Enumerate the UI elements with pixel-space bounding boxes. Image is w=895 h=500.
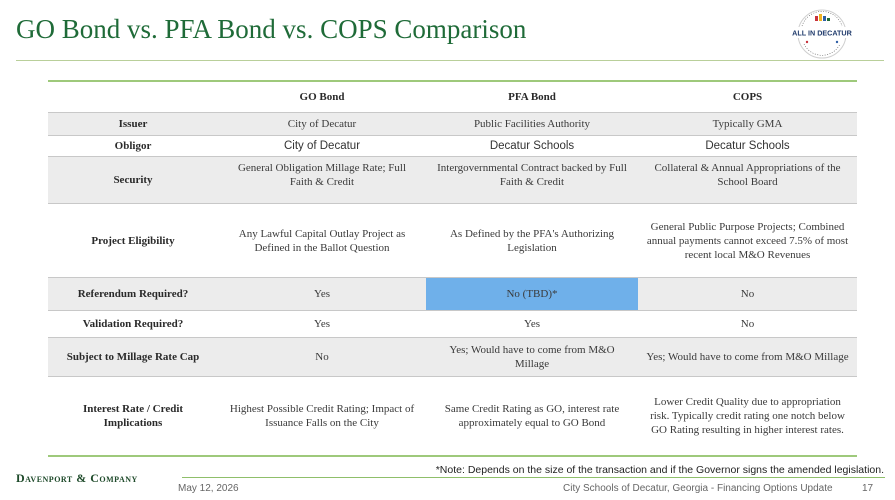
table-cell: Collateral & Annual Appropriations of th…: [654, 162, 841, 188]
table-cell: Any Lawful Capital Outlay Project as Def…: [238, 227, 406, 254]
table-row: Validation Required? Yes Yes No: [48, 311, 857, 338]
table-row: Subject to Millage Rate Cap No Yes; Woul…: [48, 338, 857, 377]
highlighted-cell: No (TBD)*: [426, 278, 638, 310]
column-header: [48, 82, 218, 112]
all-in-decatur-logo: ALL IN DECATUR: [784, 4, 860, 64]
row-label: Referendum Required?: [77, 288, 189, 300]
column-header: PFA Bond: [508, 91, 556, 103]
table-cell: City of Decatur: [287, 118, 357, 130]
table-cell: No: [740, 318, 755, 330]
table-cell: Yes: [313, 318, 330, 330]
table-cell: No: [740, 288, 755, 300]
row-label: Interest Rate / Credit Implications: [82, 403, 184, 429]
table-cell: Lower Credit Quality due to appropriatio…: [650, 396, 845, 436]
row-label: Validation Required?: [82, 318, 184, 330]
table-cell: Yes; Would have to come from M&O Millage: [449, 344, 615, 370]
table-row: Obligor City of Decatur Decatur Schools …: [48, 136, 857, 157]
table-cell: Decatur Schools: [489, 140, 575, 152]
footer-divider: [182, 477, 885, 478]
comparison-table: GO Bond PFA Bond COPS Issuer City of Dec…: [48, 80, 857, 457]
table-cell: Decatur Schools: [705, 140, 790, 152]
table-cell: General Public Purpose Projects; Combine…: [646, 220, 849, 261]
table-row: Security General Obligation Millage Rate…: [48, 157, 857, 204]
table-cell: Intergovernmental Contract backed by Ful…: [437, 162, 627, 188]
page-title: GO Bond vs. PFA Bond vs. COPS Comparison: [16, 14, 527, 44]
table-header-row: GO Bond PFA Bond COPS: [48, 82, 857, 113]
table-cell: Yes: [313, 288, 330, 300]
page-number: 17: [862, 483, 874, 494]
table-cell: Public Facilities Authority: [473, 118, 591, 130]
logo-text: ALL IN DECATUR: [792, 29, 852, 38]
footnote: *Note: Depends on the size of the transa…: [435, 464, 884, 476]
footer-date: May 12, 2026: [178, 483, 239, 494]
row-label: Security: [113, 174, 153, 186]
footer-subtitle: City Schools of Decatur, Georgia - Finan…: [563, 483, 833, 494]
table-cell: General Obligation Millage Rate; Full Fa…: [237, 162, 407, 188]
table-cell: City of Decatur: [283, 140, 361, 152]
brand-logo: Davenport & Company: [16, 471, 138, 485]
column-header: GO Bond: [299, 91, 345, 103]
row-label: Subject to Millage Rate Cap: [66, 351, 200, 363]
table-cell: Same Credit Rating as GO, interest rate …: [444, 403, 620, 429]
column-header: COPS: [732, 91, 763, 103]
row-label: Project Eligibility: [91, 234, 175, 247]
title-divider: [16, 60, 884, 61]
table-cell: Yes: [523, 318, 540, 330]
row-label: Issuer: [118, 118, 148, 130]
table-row: Project Eligibility Any Lawful Capital O…: [48, 204, 857, 278]
table-cell: Yes; Would have to come from M&O Millage: [646, 351, 849, 363]
table-cell: No: [315, 351, 329, 363]
table-cell: Highest Possible Credit Rating; Impact o…: [229, 403, 415, 429]
table-row: Issuer City of Decatur Public Facilities…: [48, 113, 857, 136]
row-label: Obligor: [114, 140, 152, 152]
table-row: Referendum Required? Yes No (TBD)* No: [48, 278, 857, 311]
table-row: Interest Rate / Credit Implications High…: [48, 377, 857, 455]
table-cell: Typically GMA: [712, 118, 783, 130]
table-cell: As Defined by the PFA's Authorizing Legi…: [449, 227, 615, 254]
